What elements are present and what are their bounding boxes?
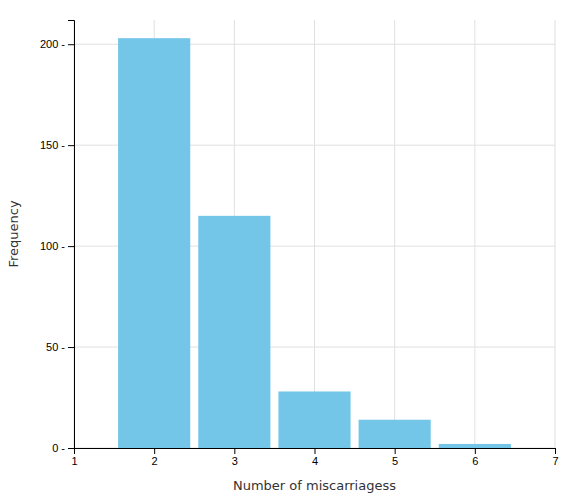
x-tick-label: 7 — [552, 455, 558, 467]
y-tick: 0 - — [52, 442, 74, 454]
x-tick-mark — [395, 448, 396, 454]
y-tick: 150 - — [40, 139, 74, 151]
grid-line-x — [394, 20, 395, 448]
x-tick-label: 5 — [392, 455, 398, 467]
grid-line-x — [314, 20, 315, 448]
x-tick: 3 — [232, 448, 238, 467]
chart-svg: 1 2 3 4 5 6 7 0 - 50 - 100 - 150 - 200 - Number of m… — [0, 0, 579, 504]
y-tick-label: 150 - — [40, 139, 65, 151]
y-tick-label: 200 - — [40, 38, 65, 50]
x-tick-label: 3 — [232, 455, 238, 467]
y-tick-mark — [68, 448, 74, 449]
grid-line-x — [555, 20, 556, 448]
y-tick-mark — [68, 347, 74, 348]
bars — [118, 38, 511, 448]
y-tick: 50 - — [46, 341, 74, 353]
x-tick-label: 2 — [152, 455, 158, 467]
x-tick-mark — [234, 448, 235, 454]
x-tick: 6 — [472, 448, 478, 467]
x-tick-mark — [475, 448, 476, 454]
bar — [198, 216, 270, 448]
bar — [439, 444, 511, 448]
bar — [359, 420, 431, 448]
y-axis: 0 - 50 - 100 - 150 - 200 - — [40, 21, 75, 455]
y-tick-label: 0 - — [52, 442, 65, 454]
grid — [74, 20, 555, 448]
x-tick: 7 — [552, 448, 558, 467]
x-tick: 1 — [71, 448, 77, 467]
x-tick-mark — [555, 448, 556, 454]
bar — [118, 38, 190, 448]
y-tick: 200 - — [40, 38, 74, 50]
y-axis-label: Frequency — [6, 200, 21, 267]
y-tick: 100 - — [40, 240, 74, 252]
x-axis-label: Number of miscarriagess — [233, 478, 396, 493]
x-tick: 2 — [152, 448, 158, 467]
x-tick-label: 1 — [71, 455, 77, 467]
x-tick-mark — [315, 448, 316, 454]
y-tick-label: 100 - — [40, 240, 65, 252]
bar — [278, 391, 350, 448]
x-tick: 5 — [392, 448, 398, 467]
x-tick: 4 — [312, 448, 318, 467]
x-axis-line — [75, 449, 556, 455]
chart-container: 1 2 3 4 5 6 7 0 - 50 - 100 - 150 - 200 - Number of m… — [0, 0, 579, 504]
grid-line-x — [474, 20, 475, 448]
plot: 1 2 3 4 5 6 7 0 - 50 - 100 - 150 - 200 - — [40, 20, 559, 467]
y-tick-mark — [68, 145, 74, 146]
x-tick-label: 6 — [472, 455, 478, 467]
x-axis: 1 2 3 4 5 6 7 — [71, 448, 558, 467]
y-tick-mark — [68, 44, 74, 45]
y-axis-line — [68, 21, 75, 449]
y-tick-mark — [68, 246, 74, 247]
y-tick-label: 50 - — [46, 341, 65, 353]
x-tick-label: 4 — [312, 455, 318, 467]
x-tick-mark — [154, 448, 155, 454]
